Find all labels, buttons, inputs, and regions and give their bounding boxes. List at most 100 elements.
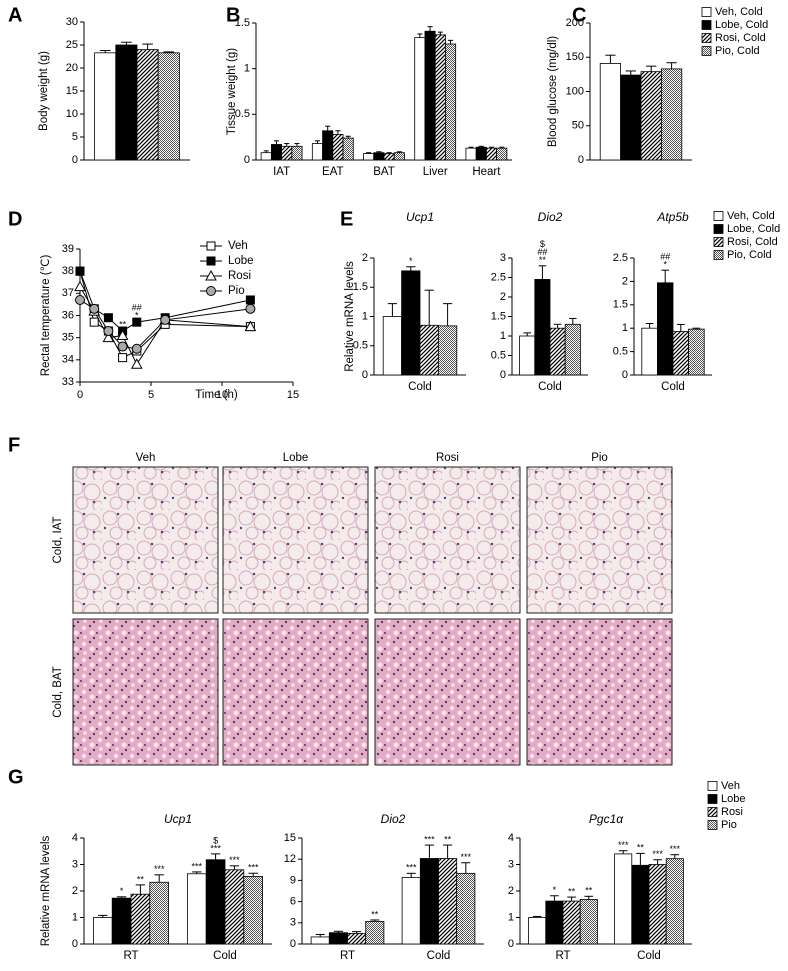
bar (496, 147, 508, 161)
significance-label: $ (213, 835, 218, 845)
panel-label: A (8, 4, 22, 26)
x-tick-label: RT (123, 950, 138, 962)
y-tick-label: 9 (290, 874, 296, 886)
significance-label: *** (618, 840, 629, 850)
significance-label: *** (154, 864, 165, 874)
bar (661, 68, 683, 161)
column-label: Pio (591, 452, 608, 464)
bar (243, 876, 264, 945)
bar (111, 897, 132, 945)
legend-swatch (707, 781, 718, 791)
y-tick-label: 0 (244, 154, 250, 166)
bar (322, 130, 334, 161)
bar (485, 147, 498, 161)
legend-label: Lobe (228, 255, 254, 267)
y-tick-label: 30 (66, 16, 78, 28)
bar (445, 43, 457, 161)
histology-image (222, 466, 369, 614)
significance-label: ** (119, 319, 127, 329)
bar (648, 864, 667, 945)
bar (614, 853, 633, 945)
x-tick-label: IAT (273, 166, 290, 178)
bar (419, 858, 439, 945)
panel-label: B (226, 4, 240, 26)
bar (456, 872, 476, 945)
bar (311, 143, 323, 161)
x-tick-label: 0 (77, 389, 83, 401)
y-tick-label: 4 (508, 832, 514, 844)
bar (363, 153, 375, 161)
legend-label: Lobe (721, 793, 745, 805)
significance-label: $ (540, 239, 545, 249)
marker (245, 295, 255, 305)
significance-label: *** (652, 849, 663, 859)
chart-title: Ucp1 (164, 812, 192, 826)
y-tick-label: 25 (66, 39, 78, 51)
marker (75, 266, 85, 276)
panel-label: G (8, 766, 24, 788)
bar (672, 331, 690, 376)
panel-label: F (8, 434, 20, 456)
y-tick-label: 6 (290, 896, 296, 908)
legend-label: Veh (721, 780, 740, 792)
legend-label: Pio (721, 819, 737, 831)
bar (342, 137, 354, 161)
y-tick-label: 34 (62, 354, 74, 366)
significance-label: ## (537, 247, 547, 257)
significance-label: ## (660, 252, 670, 262)
bar (332, 134, 344, 161)
chart-title: Ucp1 (406, 210, 434, 224)
bar (437, 325, 458, 376)
y-tick-label: 0 (578, 154, 584, 166)
legend-label: Rosi, Cold (727, 236, 778, 248)
y-tick-label: 1 (362, 310, 368, 322)
bar (641, 327, 658, 376)
bar (631, 864, 650, 945)
marker (131, 343, 142, 354)
significance-label: * (409, 256, 413, 266)
marker (244, 320, 257, 332)
x-tick-label: 5 (148, 389, 154, 401)
row-label: Cold, BAT (52, 666, 64, 718)
y-tick-label: 3 (290, 917, 296, 929)
y-tick-label: 2.5 (613, 252, 628, 264)
y-tick-label: 2 (362, 252, 368, 264)
y-tick-label: 1.5 (491, 310, 506, 322)
significance-label: ** (585, 886, 593, 896)
bar (93, 917, 113, 945)
histology-image (222, 618, 369, 766)
bar (373, 152, 385, 161)
y-axis-label: Tissue weight (g) (226, 48, 238, 135)
bar (224, 869, 245, 945)
legend-marker (206, 286, 216, 296)
bar (657, 282, 674, 376)
y-tick-label: 2 (508, 885, 514, 897)
legend-label: Pio, Cold (715, 45, 760, 57)
legend-swatch (707, 807, 718, 817)
legend-swatch (701, 33, 712, 43)
row-label: Cold, IAT (52, 516, 64, 563)
y-tick-label: 15 (66, 85, 78, 97)
x-tick-label: BAT (373, 166, 395, 178)
bar (130, 893, 151, 945)
bar (383, 153, 395, 161)
bar (545, 900, 564, 945)
x-tick-label: Cold (637, 950, 661, 962)
significance-label: * (553, 885, 557, 895)
bar (599, 63, 622, 161)
bar (115, 44, 138, 161)
y-tick-label: 0.5 (353, 340, 368, 352)
bar (157, 52, 180, 161)
histology-image (72, 618, 219, 766)
y-tick-label: 0 (72, 154, 78, 166)
legend-label: Veh, Cold (715, 6, 763, 18)
y-axis-label: Rectal temperature (℃) (40, 255, 52, 377)
histology-image (526, 618, 673, 766)
legend-marker (206, 256, 216, 266)
bar (365, 920, 385, 945)
significance-label: ** (568, 886, 576, 896)
significance-label: ## (132, 303, 142, 313)
legend-label: Rosi (721, 806, 743, 818)
y-tick-label: 100 (566, 85, 584, 97)
y-tick-label: 0 (362, 369, 368, 381)
